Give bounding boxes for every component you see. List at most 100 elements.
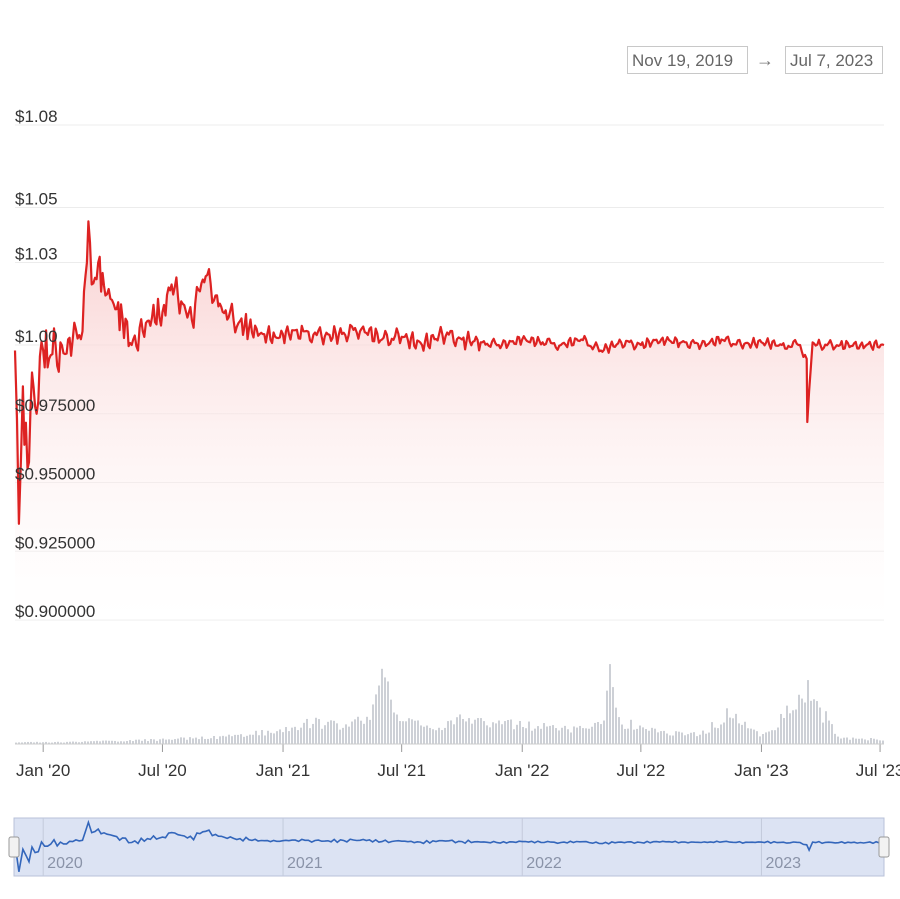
volume-bar — [543, 723, 545, 744]
volume-bar — [147, 741, 149, 744]
navigator-labels: 2020 2021 2022 2023 — [47, 855, 801, 872]
volume-bar — [786, 705, 788, 744]
y-tick-label: $1.05 — [15, 190, 58, 209]
volume-bar — [807, 680, 809, 744]
volume-bar — [114, 740, 116, 744]
volume-bar — [237, 734, 239, 744]
volume-bar — [456, 717, 458, 744]
volume-bar — [123, 741, 125, 744]
volume-bar — [603, 720, 605, 744]
volume-bar — [342, 727, 344, 744]
volume-bar — [45, 741, 47, 744]
x-tick-label: Jan '21 — [256, 761, 310, 780]
volume-bar — [282, 732, 284, 744]
volume-bar — [504, 721, 506, 744]
volume-bar — [99, 741, 101, 744]
volume-bar — [90, 741, 92, 744]
volume-bar — [192, 738, 194, 744]
volume-bar — [24, 742, 26, 744]
volume-bar — [648, 730, 650, 744]
volume-bar — [705, 733, 707, 744]
volume-bar — [702, 730, 704, 744]
volume-bar — [561, 727, 563, 744]
volume-bar — [615, 707, 617, 744]
volume-bar — [477, 718, 479, 744]
volume-bar — [759, 736, 761, 744]
volume-bar — [753, 729, 755, 744]
range-end-date[interactable]: Jul 7, 2023 — [785, 46, 883, 74]
volume-bar — [348, 726, 350, 744]
volume-bar — [558, 730, 560, 744]
volume-bar — [570, 732, 572, 744]
y-tick-label: $1.00 — [15, 327, 58, 346]
navigator-year-label: 2020 — [47, 855, 83, 872]
volume-bar — [201, 736, 203, 744]
volume-bar — [423, 726, 425, 744]
navigator[interactable]: 2020 2021 2022 2023 — [8, 817, 890, 877]
volume-bar — [324, 725, 326, 744]
volume-bar — [843, 737, 845, 744]
navigator-left-handle[interactable] — [8, 836, 20, 858]
volume-bar — [669, 735, 671, 744]
volume-bar — [783, 718, 785, 744]
volume-bar — [804, 702, 806, 744]
volume-bar — [801, 698, 803, 744]
volume-bar — [540, 728, 542, 744]
volume-bar — [213, 736, 215, 744]
volume-bar — [252, 734, 254, 744]
volume-bar — [231, 736, 233, 744]
volume-bar — [837, 736, 839, 744]
volume-bar — [351, 721, 353, 744]
range-start-date[interactable]: Nov 19, 2019 — [627, 46, 748, 74]
volume-bar — [63, 742, 65, 744]
volume-bar — [768, 731, 770, 744]
volume-bar — [756, 731, 758, 744]
volume-bar — [534, 728, 536, 744]
volume-bar — [309, 728, 311, 744]
volume-bar — [738, 723, 740, 744]
volume-bar — [834, 733, 836, 744]
price-series-line[interactable] — [13, 220, 885, 525]
volume-bar — [399, 721, 401, 744]
volume-bar — [642, 727, 644, 744]
volume-bar — [741, 724, 743, 744]
volume-bar — [36, 741, 38, 744]
volume-bar — [225, 736, 227, 744]
volume-bar — [432, 729, 434, 744]
x-axis-labels: Jan '20 Jul '20 Jan '21 Jul '21 Jan '22 Jul '… — [15, 743, 900, 780]
volume-bar — [537, 726, 539, 744]
volume-bar — [720, 724, 722, 744]
volume-bar — [96, 740, 98, 744]
volume-bar — [129, 740, 131, 744]
volume-bar — [393, 712, 395, 744]
volume-bar — [117, 741, 119, 744]
volume-bar — [357, 716, 359, 744]
y-axis-labels: $1.08 $1.05 $1.03 $1.00 $0.975000 $0.950000 $0… — [15, 107, 95, 621]
volume-bar — [666, 733, 668, 744]
volume-bar — [156, 740, 158, 744]
volume-bar — [396, 714, 398, 744]
volume-bar — [159, 739, 161, 744]
volume-bar — [687, 734, 689, 744]
volume-bar — [363, 723, 365, 744]
volume-bar — [744, 721, 746, 744]
volume-bar — [861, 738, 863, 744]
volume-bar — [318, 719, 320, 744]
volume-bar — [660, 731, 662, 744]
volume-bar — [207, 738, 209, 744]
volume-bar — [33, 742, 35, 744]
volume-bar — [195, 737, 197, 744]
volume-bar — [486, 725, 488, 744]
volume-bar — [66, 741, 68, 744]
volume-bar — [633, 729, 635, 744]
volume-bar — [15, 742, 17, 744]
volume-bar — [150, 739, 152, 744]
y-tick-label: $0.975000 — [15, 396, 95, 415]
navigator-selection[interactable] — [13, 817, 885, 877]
volume-bar — [87, 741, 89, 744]
volume-bar — [672, 735, 674, 744]
volume-bar — [591, 726, 593, 744]
navigator-right-handle[interactable] — [878, 836, 890, 858]
navigator-year-label: 2022 — [526, 855, 562, 872]
